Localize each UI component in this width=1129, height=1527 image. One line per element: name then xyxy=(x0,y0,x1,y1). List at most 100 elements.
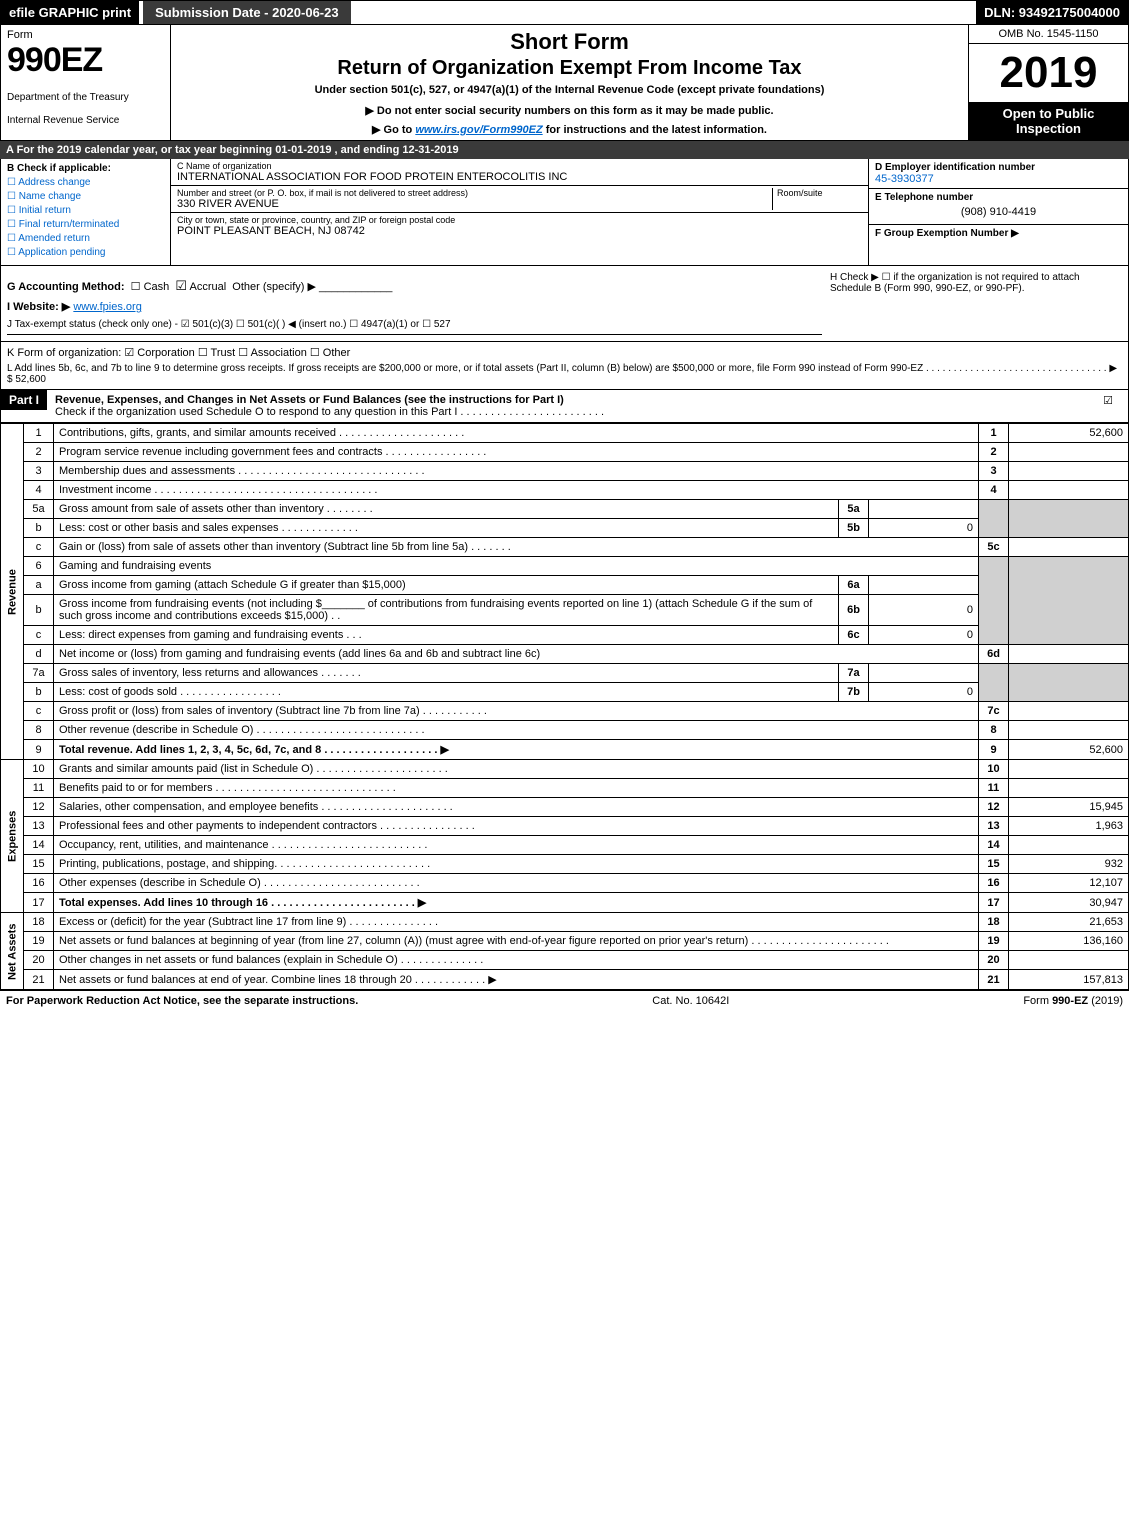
efile-print-label[interactable]: efile GRAPHIC print xyxy=(1,1,139,24)
org-name-label: C Name of organization xyxy=(177,161,862,171)
revenue-side-label: Revenue xyxy=(1,424,24,760)
ln-18: 18 xyxy=(24,913,54,932)
header-left: Form 990EZ Department of the Treasury In… xyxy=(1,25,171,140)
l9-desc: Total revenue. Add lines 1, 2, 3, 4, 5c,… xyxy=(54,740,979,760)
cb-application-pending[interactable]: Application pending xyxy=(7,247,164,258)
cb-name-change[interactable]: Name change xyxy=(7,191,164,202)
phone-value: (908) 910-4419 xyxy=(875,203,1122,221)
short-form-title: Short Form xyxy=(179,29,960,55)
l7b-desc: Less: cost of goods sold . . . . . . . .… xyxy=(54,683,839,702)
cn-2: 2 xyxy=(979,443,1009,462)
l6a-desc: Gross income from gaming (attach Schedul… xyxy=(54,576,839,595)
form-number: 990EZ xyxy=(7,41,164,80)
cn-9: 9 xyxy=(979,740,1009,760)
ln-20: 20 xyxy=(24,951,54,970)
catalog-number: Cat. No. 10642I xyxy=(652,995,729,1007)
l17-desc: Total expenses. Add lines 10 through 16 … xyxy=(54,893,979,913)
l5a-mval xyxy=(869,500,979,519)
header-center: Short Form Return of Organization Exempt… xyxy=(171,25,968,140)
cn-17: 17 xyxy=(979,893,1009,913)
city-state-zip: POINT PLEASANT BEACH, NJ 08742 xyxy=(177,225,862,237)
ln-7b: b xyxy=(24,683,54,702)
l6c-mval: 0 xyxy=(869,626,979,645)
l21-val: 157,813 xyxy=(1009,970,1129,990)
l6d-val xyxy=(1009,645,1129,664)
phone-label: E Telephone number xyxy=(875,192,973,203)
accrual-check-icon: ☑ xyxy=(175,278,187,293)
l5b-desc: Less: cost or other basis and sales expe… xyxy=(54,519,839,538)
l20-desc: Other changes in net assets or fund bala… xyxy=(54,951,979,970)
l8-val xyxy=(1009,721,1129,740)
ln-5b: b xyxy=(24,519,54,538)
l18-desc: Excess or (deficit) for the year (Subtra… xyxy=(54,913,979,932)
l14-desc: Occupancy, rent, utilities, and maintena… xyxy=(54,836,979,855)
mn-7b: 7b xyxy=(839,683,869,702)
l12-val: 15,945 xyxy=(1009,798,1129,817)
lines-g-h-i-j: G Accounting Method: ☐ Cash ☑ Accrual Ot… xyxy=(0,266,1129,342)
l11-val xyxy=(1009,779,1129,798)
form-footer-pre: Form xyxy=(1023,995,1052,1007)
cn-5c: 5c xyxy=(979,538,1009,557)
under-section: Under section 501(c), 527, or 4947(a)(1)… xyxy=(179,84,960,96)
box-c: C Name of organization INTERNATIONAL ASS… xyxy=(171,159,868,265)
l6c-desc: Less: direct expenses from gaming and fu… xyxy=(54,626,839,645)
cb-final-return[interactable]: Final return/terminated xyxy=(7,219,164,230)
l6d-desc: Net income or (loss) from gaming and fun… xyxy=(54,645,979,664)
ln-6c: c xyxy=(24,626,54,645)
cb-address-change[interactable]: Address change xyxy=(7,177,164,188)
line-k: K Form of organization: ☑ Corporation ☐ … xyxy=(7,346,1122,359)
goto-pre: ▶ Go to xyxy=(372,124,415,136)
ln-6d: d xyxy=(24,645,54,664)
irs-label: Internal Revenue Service xyxy=(7,115,164,126)
cn-11: 11 xyxy=(979,779,1009,798)
ln-2: 2 xyxy=(24,443,54,462)
mn-6a: 6a xyxy=(839,576,869,595)
ln-14: 14 xyxy=(24,836,54,855)
addr-label: Number and street (or P. O. box, if mail… xyxy=(177,188,772,198)
l16-desc: Other expenses (describe in Schedule O) … xyxy=(54,874,979,893)
ln-1: 1 xyxy=(24,424,54,443)
cn-12: 12 xyxy=(979,798,1009,817)
netassets-side-label: Net Assets xyxy=(1,913,24,990)
l19-val: 136,160 xyxy=(1009,932,1129,951)
room-label: Room/suite xyxy=(777,188,862,198)
l7a-desc: Gross sales of inventory, less returns a… xyxy=(54,664,839,683)
l9-desc-text: Total revenue. Add lines 1, 2, 3, 4, 5c,… xyxy=(59,744,449,756)
g-accrual: Accrual xyxy=(189,281,226,293)
mn-5b: 5b xyxy=(839,519,869,538)
l17-val: 30,947 xyxy=(1009,893,1129,913)
g-label: G Accounting Method: xyxy=(7,281,125,293)
cn-6d: 6d xyxy=(979,645,1009,664)
part1-check-text: Check if the organization used Schedule … xyxy=(55,406,604,418)
part1-label: Part I xyxy=(1,390,47,410)
cb-amended-return[interactable]: Amended return xyxy=(7,233,164,244)
ein-value: 45-3930377 xyxy=(875,173,934,185)
l6b-desc: Gross income from fundraising events (no… xyxy=(54,595,839,626)
website-link[interactable]: www.fpies.org xyxy=(73,301,141,313)
l6b-pre: Gross income from fundraising events (no… xyxy=(59,598,322,610)
l2-desc: Program service revenue including govern… xyxy=(54,443,979,462)
goto-line: ▶ Go to www.irs.gov/Form990EZ for instru… xyxy=(179,123,960,136)
l5b-mval: 0 xyxy=(869,519,979,538)
ln-15: 15 xyxy=(24,855,54,874)
l21-desc: Net assets or fund balances at end of ye… xyxy=(54,970,979,990)
cn-4: 4 xyxy=(979,481,1009,500)
l11-desc: Benefits paid to or for members . . . . … xyxy=(54,779,979,798)
l9-val: 52,600 xyxy=(1009,740,1129,760)
form-footer-num: 990-EZ xyxy=(1052,995,1088,1007)
ln-17: 17 xyxy=(24,893,54,913)
omb-number: OMB No. 1545-1150 xyxy=(969,25,1128,44)
shade-7ab-val xyxy=(1009,664,1129,702)
cn-10: 10 xyxy=(979,760,1009,779)
part1-table: Revenue 1 Contributions, gifts, grants, … xyxy=(0,423,1129,990)
top-left: efile GRAPHIC print Submission Date - 20… xyxy=(1,1,351,24)
ln-4: 4 xyxy=(24,481,54,500)
irs-link[interactable]: www.irs.gov/Form990EZ xyxy=(415,124,542,136)
ln-16: 16 xyxy=(24,874,54,893)
l16-val: 12,107 xyxy=(1009,874,1129,893)
ln-8: 8 xyxy=(24,721,54,740)
cb-initial-return[interactable]: Initial return xyxy=(7,205,164,216)
l13-val: 1,963 xyxy=(1009,817,1129,836)
header-right: OMB No. 1545-1150 2019 Open to Public In… xyxy=(968,25,1128,140)
l1-val: 52,600 xyxy=(1009,424,1129,443)
